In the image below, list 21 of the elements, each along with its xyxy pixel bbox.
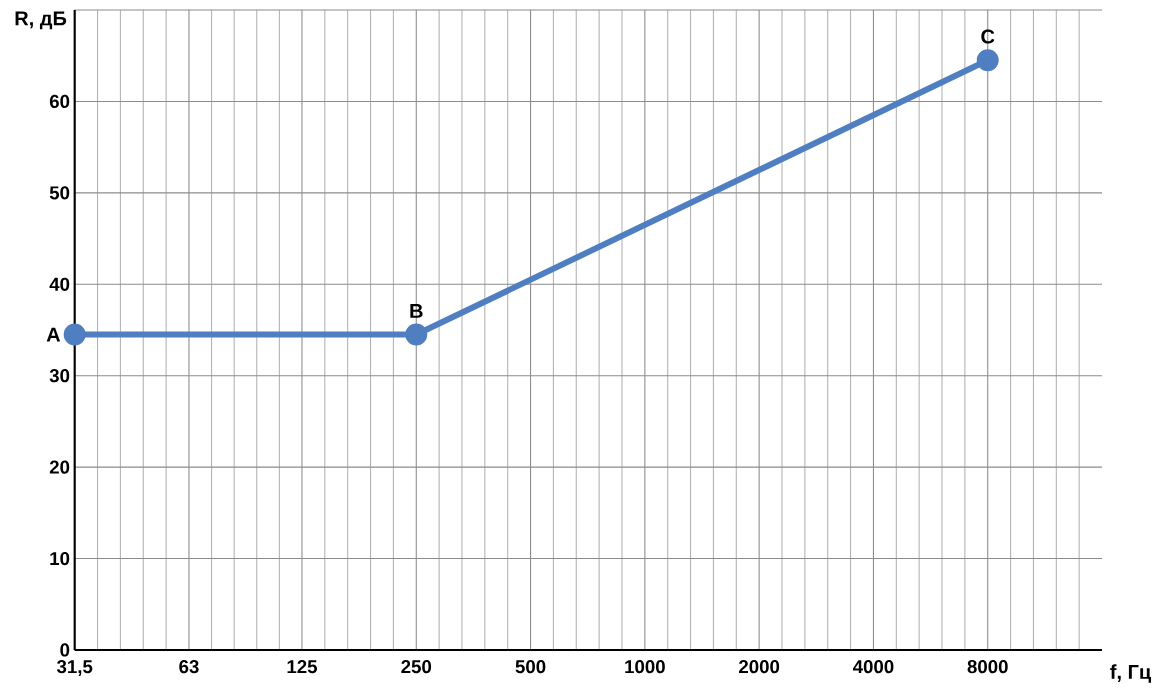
x-tick-label: 500 <box>515 660 546 674</box>
y-tick-label: 30 <box>49 369 70 383</box>
y-tick-label: 60 <box>49 94 70 109</box>
x-tick-label: 1000 <box>625 660 665 674</box>
y-tick-label: 0 <box>60 643 70 657</box>
x-tick-label: 250 <box>401 660 432 674</box>
x-tick-label: 63 <box>179 660 199 674</box>
y-tick-label: 10 <box>50 551 70 566</box>
annotation: A <box>46 327 61 342</box>
y-tick-label: 40 <box>49 277 70 291</box>
x-tick-label: 2000 <box>739 660 780 674</box>
x-axis-title: f, Гц <box>1110 664 1152 683</box>
annotation: C <box>981 29 995 44</box>
y-tick-label: 50 <box>49 186 70 200</box>
x-tick-label: 31,5 <box>56 660 93 676</box>
x-tick-label: 125 <box>287 660 318 674</box>
x-tick-label: 8000 <box>967 660 1008 674</box>
y-axis-title: R, дБ <box>15 11 67 30</box>
x-tick-label: 4000 <box>852 660 894 674</box>
annotation: B <box>410 304 423 318</box>
y-tick-label: 20 <box>49 460 70 474</box>
